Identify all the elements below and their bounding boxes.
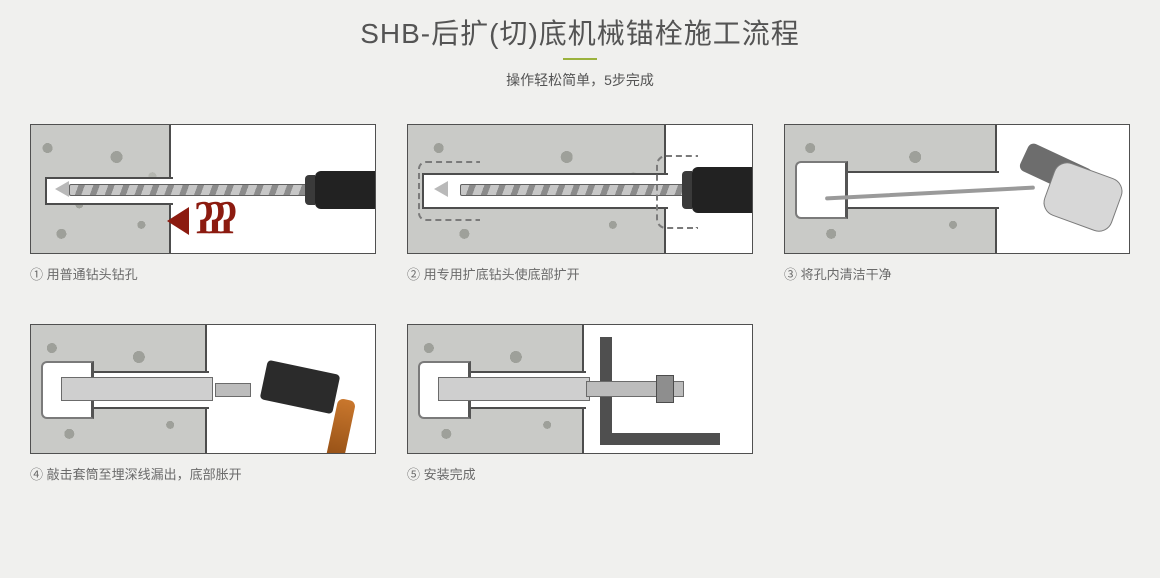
steps-grid: ʔʔʔ ① 用普通钻头钻孔 ② 用专用扩底钻头使底部扩开 bbox=[30, 124, 1130, 484]
step-2: ② 用专用扩底钻头使底部扩开 bbox=[407, 124, 753, 284]
drill-chuck-icon bbox=[315, 171, 375, 209]
step-5-panel bbox=[407, 324, 753, 454]
drill-tip-icon bbox=[55, 181, 69, 197]
step-1: ʔʔʔ ① 用普通钻头钻孔 bbox=[30, 124, 376, 284]
undercut-shape bbox=[795, 161, 848, 219]
rotation-icon: ʔʔʔ bbox=[195, 193, 230, 245]
step-1-panel: ʔʔʔ bbox=[30, 124, 376, 254]
bracket-horizontal-icon bbox=[600, 433, 720, 445]
anchor-sleeve-icon bbox=[61, 377, 213, 401]
step-3-panel bbox=[784, 124, 1130, 254]
step-5-caption: ⑤ 安装完成 bbox=[407, 466, 753, 484]
title-divider bbox=[563, 58, 597, 60]
page-subtitle: 操作轻松简单，5步完成 bbox=[30, 70, 1130, 90]
hammer-head-icon bbox=[260, 360, 341, 415]
motion-arrow-icon bbox=[167, 207, 189, 235]
page-title: SHB-后扩(切)底机械锚栓施工流程 bbox=[30, 12, 1130, 52]
step-4: ④ 敲击套筒至埋深线漏出，底部胀开 bbox=[30, 324, 376, 484]
step-4-caption: ④ 敲击套筒至埋深线漏出，底部胀开 bbox=[30, 466, 376, 484]
step-2-caption: ② 用专用扩底钻头使底部扩开 bbox=[407, 266, 753, 284]
step-2-panel bbox=[407, 124, 753, 254]
nut-icon bbox=[656, 375, 674, 403]
step-5: ⑤ 安装完成 bbox=[407, 324, 753, 484]
step-1-caption: ① 用普通钻头钻孔 bbox=[30, 266, 376, 284]
anchor-sleeve-icon bbox=[438, 377, 590, 401]
drill-bit-icon bbox=[69, 184, 317, 196]
step-4-panel bbox=[30, 324, 376, 454]
step-3: ③ 将孔内清洁干净 bbox=[784, 124, 1130, 284]
page-wrap: SHB-后扩(切)底机械锚栓施工流程 操作轻松简单，5步完成 ʔʔʔ ① 用普通… bbox=[0, 0, 1160, 512]
step-3-caption: ③ 将孔内清洁干净 bbox=[784, 266, 1130, 284]
drill-tip-icon bbox=[434, 181, 448, 197]
setting-tool-icon bbox=[215, 383, 251, 397]
drill-chuck-icon bbox=[692, 167, 752, 213]
